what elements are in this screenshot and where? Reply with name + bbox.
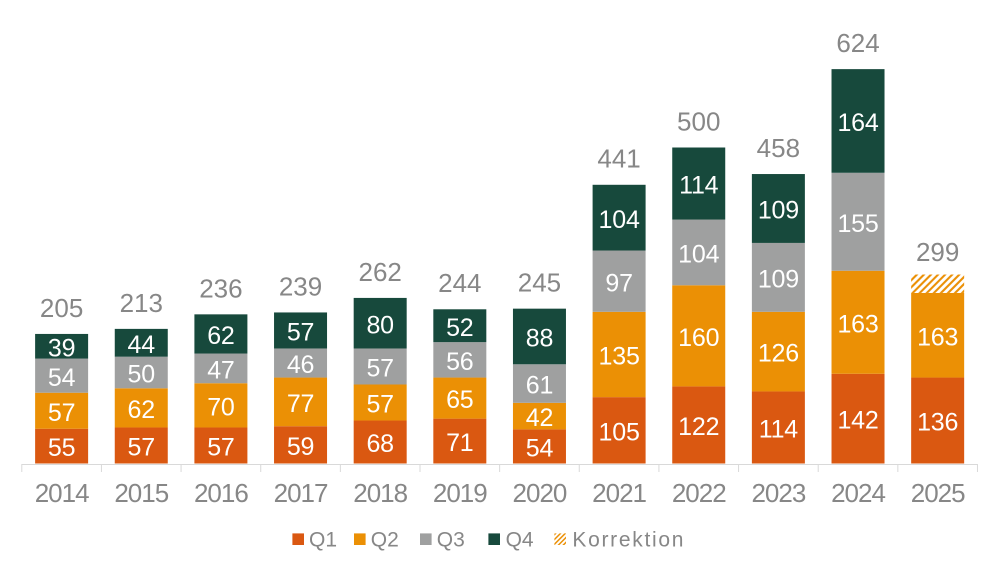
svg-text:57: 57 <box>366 355 393 383</box>
svg-text:57: 57 <box>287 319 314 347</box>
svg-text:244: 244 <box>438 268 481 298</box>
svg-text:142: 142 <box>837 407 878 435</box>
svg-text:205: 205 <box>40 293 83 323</box>
svg-text:163: 163 <box>917 323 958 351</box>
svg-text:2016: 2016 <box>194 478 248 508</box>
svg-text:458: 458 <box>757 133 800 163</box>
svg-text:2020: 2020 <box>513 478 567 508</box>
svg-text:2017: 2017 <box>274 478 328 508</box>
svg-text:39: 39 <box>48 334 75 362</box>
svg-text:239: 239 <box>279 271 322 301</box>
svg-text:104: 104 <box>678 241 719 269</box>
svg-text:52: 52 <box>446 314 473 342</box>
svg-text:54: 54 <box>48 364 76 392</box>
svg-text:236: 236 <box>199 273 242 303</box>
svg-text:57: 57 <box>207 434 234 462</box>
svg-text:97: 97 <box>605 269 632 297</box>
svg-text:2025: 2025 <box>911 478 965 508</box>
svg-text:2018: 2018 <box>353 478 407 508</box>
svg-text:245: 245 <box>518 268 561 298</box>
svg-text:136: 136 <box>917 409 958 437</box>
svg-text:46: 46 <box>287 351 314 379</box>
svg-text:155: 155 <box>837 210 878 238</box>
svg-text:122: 122 <box>678 413 719 441</box>
svg-text:71: 71 <box>446 429 473 457</box>
svg-text:441: 441 <box>597 144 640 174</box>
svg-text:68: 68 <box>366 430 393 458</box>
svg-text:2023: 2023 <box>751 478 805 508</box>
svg-text:Q3: Q3 <box>437 528 465 551</box>
svg-text:57: 57 <box>128 434 155 462</box>
svg-text:56: 56 <box>446 348 473 376</box>
svg-text:624: 624 <box>836 28 879 58</box>
svg-text:126: 126 <box>758 340 799 368</box>
svg-text:2015: 2015 <box>114 478 168 508</box>
svg-text:105: 105 <box>599 418 640 446</box>
svg-text:213: 213 <box>120 288 163 318</box>
svg-text:55: 55 <box>48 434 75 462</box>
svg-text:61: 61 <box>526 372 553 400</box>
svg-text:114: 114 <box>679 172 719 200</box>
svg-text:Q4: Q4 <box>506 528 534 551</box>
svg-text:70: 70 <box>207 393 234 421</box>
svg-text:114: 114 <box>759 416 799 444</box>
svg-text:Q1: Q1 <box>309 528 337 551</box>
svg-text:57: 57 <box>48 399 75 427</box>
svg-text:135: 135 <box>599 343 640 371</box>
svg-text:500: 500 <box>677 106 720 136</box>
svg-text:109: 109 <box>758 265 799 293</box>
svg-text:57: 57 <box>366 391 393 419</box>
svg-text:109: 109 <box>758 197 799 225</box>
svg-text:42: 42 <box>526 404 553 432</box>
svg-text:65: 65 <box>446 386 473 414</box>
svg-text:Korrektion: Korrektion <box>572 528 685 551</box>
svg-text:2021: 2021 <box>592 478 646 508</box>
svg-text:163: 163 <box>837 310 878 338</box>
svg-text:88: 88 <box>526 325 553 353</box>
svg-text:50: 50 <box>128 361 155 389</box>
svg-text:164: 164 <box>837 109 878 137</box>
svg-text:160: 160 <box>678 324 719 352</box>
svg-text:2024: 2024 <box>831 478 885 508</box>
svg-text:104: 104 <box>599 206 640 234</box>
svg-text:2019: 2019 <box>433 478 487 508</box>
svg-text:47: 47 <box>207 356 234 384</box>
svg-text:59: 59 <box>287 433 314 461</box>
svg-text:299: 299 <box>916 237 959 267</box>
svg-text:80: 80 <box>366 311 393 339</box>
svg-text:Q2: Q2 <box>371 528 399 551</box>
svg-text:2022: 2022 <box>672 478 726 508</box>
svg-text:2014: 2014 <box>35 478 89 508</box>
svg-text:44: 44 <box>128 331 156 359</box>
svg-text:62: 62 <box>207 322 234 350</box>
svg-text:62: 62 <box>128 396 155 424</box>
svg-text:262: 262 <box>358 257 401 287</box>
svg-text:54: 54 <box>526 435 554 463</box>
svg-text:77: 77 <box>287 390 314 418</box>
